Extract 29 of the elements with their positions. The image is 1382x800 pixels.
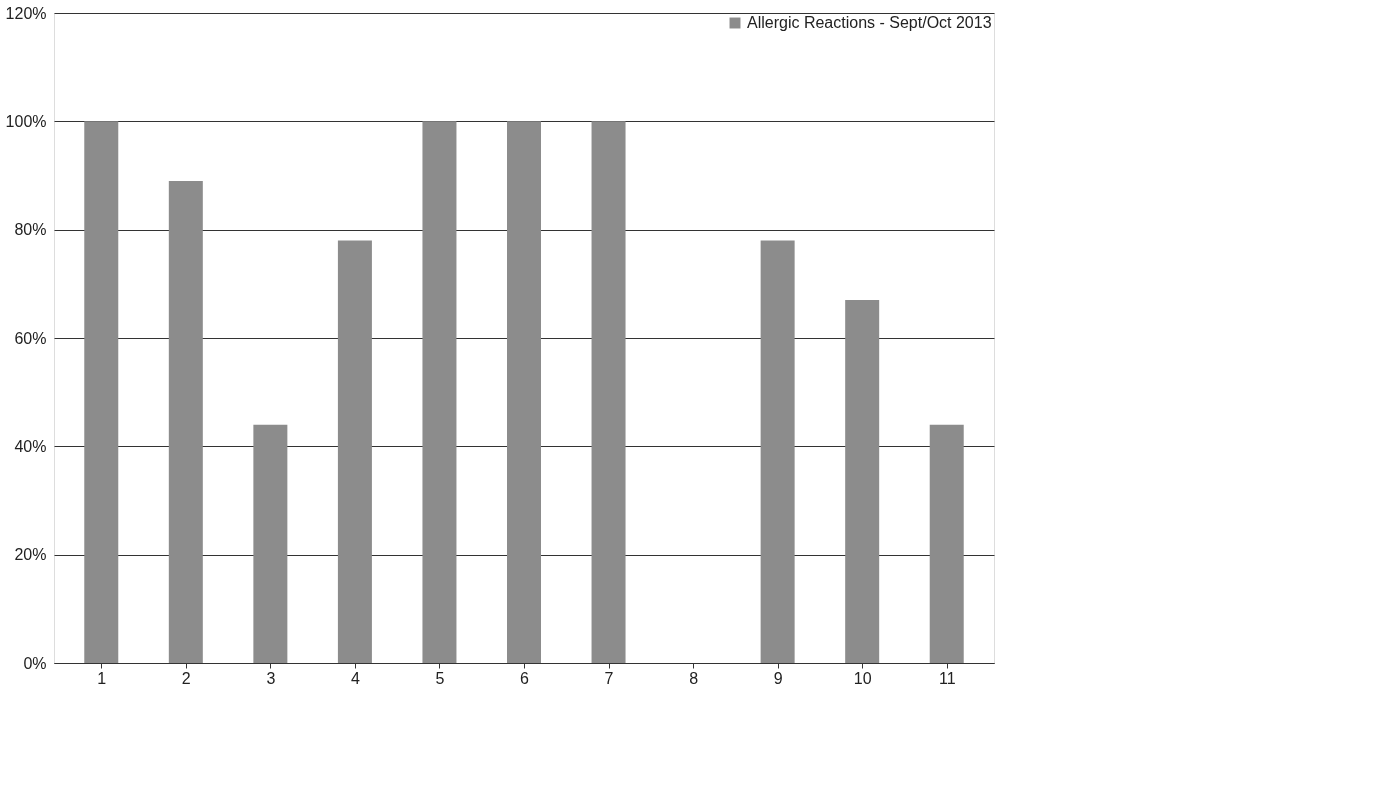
y-tick-label: 80% — [14, 221, 47, 239]
x-tick-label: 3 — [266, 669, 276, 687]
x-tick-label: 5 — [435, 669, 445, 687]
bar — [422, 121, 457, 663]
y-tick-label: 100% — [5, 112, 47, 130]
bar — [845, 300, 880, 663]
x-tick-label: 4 — [350, 669, 360, 687]
y-tick-label: 40% — [14, 437, 47, 455]
x-tick-label: 8 — [689, 669, 699, 687]
x-tick-label: 6 — [520, 669, 530, 687]
x-tick-label: 2 — [181, 669, 191, 687]
y-tick-label: 120% — [5, 4, 47, 22]
x-tick-label: 9 — [773, 669, 783, 687]
bar — [337, 240, 372, 663]
x-tick-label: 1 — [97, 669, 107, 687]
y-tick-label: 0% — [23, 654, 47, 672]
bar — [507, 121, 541, 663]
bar — [760, 240, 795, 663]
bar — [929, 424, 964, 663]
bar — [253, 424, 288, 663]
legend-label: Allergic Reactions - Sept/Oct 2013 — [747, 14, 992, 31]
y-tick-label: 60% — [14, 329, 47, 347]
bar — [168, 180, 203, 663]
x-tick-label: 11 — [938, 669, 956, 687]
x-tick-label: 10 — [853, 669, 872, 687]
bar — [84, 121, 119, 663]
bar — [591, 121, 626, 663]
x-tick-label: 7 — [604, 669, 614, 687]
y-tick-label: 20% — [14, 546, 47, 564]
